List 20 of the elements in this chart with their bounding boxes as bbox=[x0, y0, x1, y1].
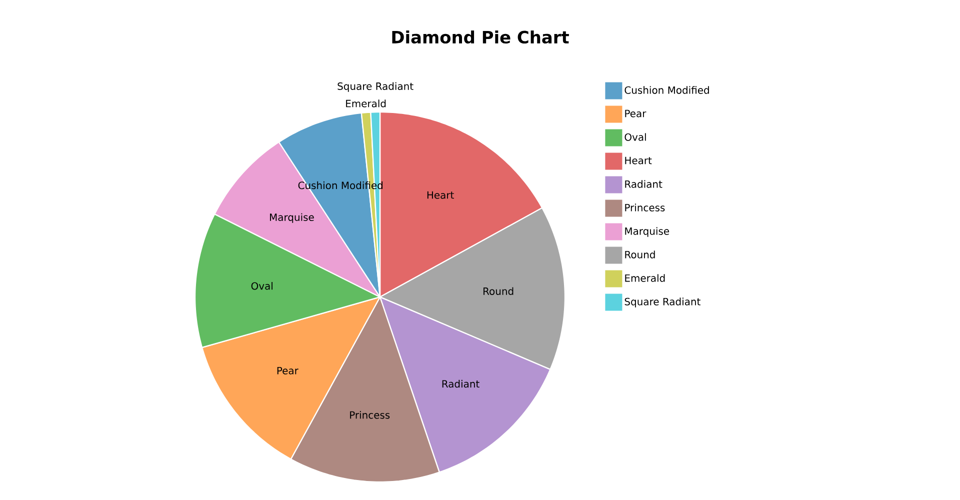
legend-label: Princess bbox=[625, 204, 665, 212]
slice-label: Marquise bbox=[270, 213, 314, 223]
slice-label: Square Radiant bbox=[338, 82, 414, 92]
slice-label: Round bbox=[484, 287, 514, 295]
legend-label: Cushion Modified bbox=[624, 86, 709, 94]
legend-label: Pear bbox=[625, 110, 646, 118]
legend-label: Oval bbox=[624, 133, 646, 141]
slice-label: Heart bbox=[427, 191, 454, 199]
slice-label: Princess bbox=[350, 411, 390, 419]
legend-label: Marquise bbox=[625, 227, 670, 237]
legend-label: Emerald bbox=[625, 274, 665, 282]
slice-label: Radiant bbox=[442, 380, 480, 388]
slice-label: Emerald bbox=[346, 100, 386, 108]
chart-title: Diamond Pie Chart bbox=[392, 30, 569, 44]
legend-label: Heart bbox=[625, 156, 652, 164]
legend-label: Round bbox=[625, 250, 655, 258]
slice-label: Pear bbox=[277, 366, 298, 374]
slice-label: Oval bbox=[251, 282, 272, 290]
legend-label: Radiant bbox=[625, 180, 662, 188]
legend-label: Square Radiant bbox=[624, 298, 700, 308]
